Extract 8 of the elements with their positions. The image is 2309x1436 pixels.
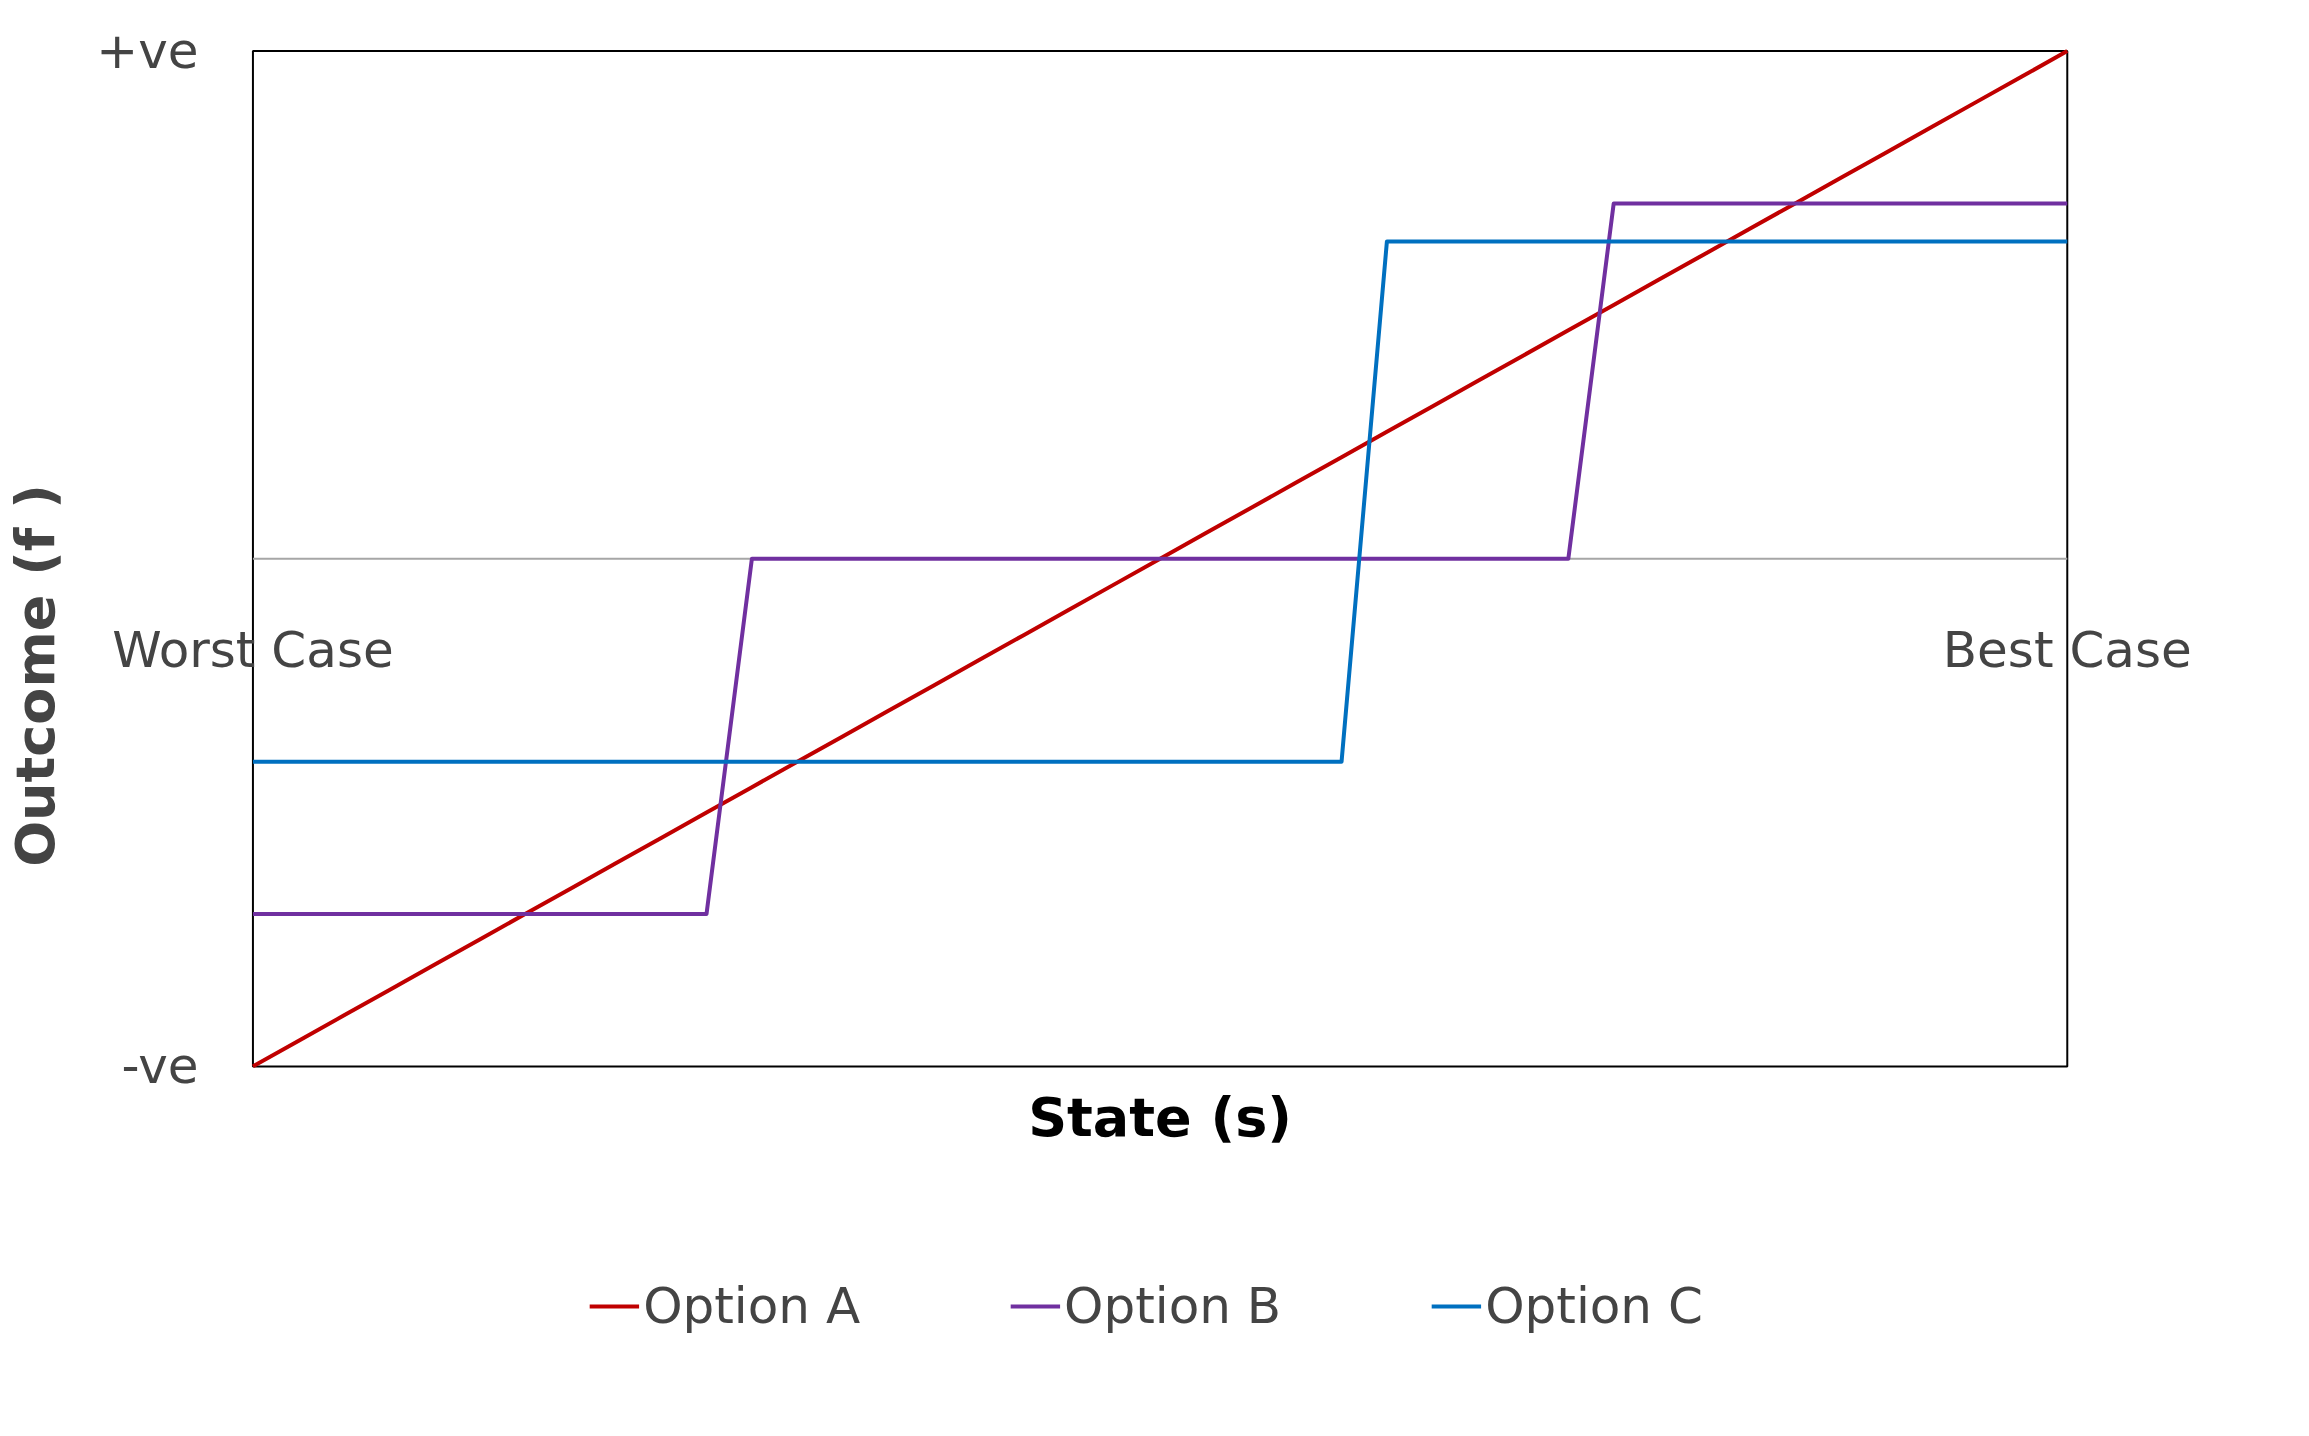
text: -ve [121, 1037, 199, 1096]
legend-label: Option C [1485, 1277, 1703, 1335]
x-axis-title: State (s) [1028, 1085, 1293, 1149]
y-axis-title: Outcome (f ) [3, 484, 67, 867]
legend-label: Option A [643, 1277, 861, 1335]
legend-label: Option B [1064, 1277, 1282, 1335]
text: +ve [96, 22, 199, 81]
annotation: Best Case [1942, 621, 2192, 680]
